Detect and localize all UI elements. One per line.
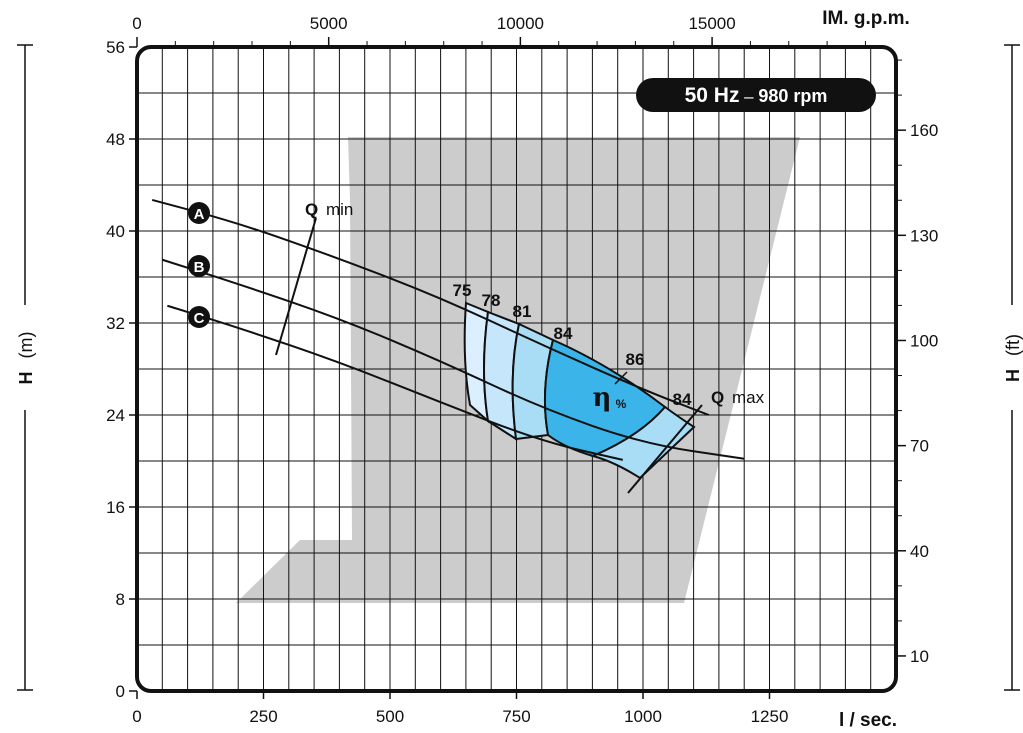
y-tick-label: 16	[106, 498, 125, 517]
q-max-label-text: max	[732, 388, 765, 407]
y-right-axis-unit-symbol: H	[1003, 369, 1023, 382]
svg-text:H (ft): H (ft)	[1003, 334, 1023, 382]
q-min-label: Q min	[305, 200, 353, 219]
y-right-tick-label: 40	[910, 542, 929, 561]
y-tick-label: 8	[116, 590, 125, 609]
efficiency-label-78: 78	[482, 291, 501, 310]
x-axis-ticks: 0 250 500 750 1000 1250	[132, 691, 788, 726]
svg-text:H (m): H (m)	[16, 332, 36, 385]
efficiency-label-84: 84	[554, 324, 573, 343]
efficiency-symbol: η %	[593, 383, 627, 413]
x-top-axis-ticks: 0 5000 10000 15000	[132, 14, 866, 47]
svg-text:50 Hz – 980 rpm: 50 Hz – 980 rpm	[685, 84, 828, 107]
x-top-axis-unit: IM. g.p.m.	[822, 8, 910, 29]
y-tick-label: 48	[106, 130, 125, 149]
x-axis-unit: l / sec.	[839, 710, 897, 731]
chart-grid	[137, 47, 896, 691]
x-tick-label: 250	[249, 707, 277, 726]
curve-marker-a-label: A	[194, 206, 205, 223]
speed-badge: 50 Hz – 980 rpm	[636, 78, 876, 112]
x-top-tick-label: 10000	[497, 14, 544, 33]
y-axis-ticks: 0 8 16 24 32 40 48 56	[106, 38, 137, 701]
curve-marker-c-label: C	[194, 310, 205, 327]
x-top-tick-label: 0	[132, 14, 141, 33]
badge-separator: –	[739, 87, 758, 106]
curve-marker-c: C	[188, 306, 210, 328]
y-axis-unit: H (m)	[16, 44, 36, 691]
q-min-label-bold: Q	[305, 200, 318, 219]
y-tick-label: 0	[116, 682, 125, 701]
y-tick-label: 32	[106, 314, 125, 333]
y-right-tick-label: 10	[910, 647, 929, 666]
y-right-tick-label: 160	[910, 121, 938, 140]
y-tick-label: 56	[106, 38, 125, 57]
y-axis-unit-symbol: H	[16, 372, 36, 385]
efficiency-label-84-right: 84	[673, 390, 692, 409]
x-top-tick-label: 5000	[310, 14, 348, 33]
efficiency-label-86: 86	[626, 350, 645, 369]
q-max-label: Q max	[711, 388, 765, 407]
y-right-tick-label: 70	[910, 437, 929, 456]
q-max-label-bold: Q	[711, 388, 724, 407]
x-tick-label: 1000	[624, 707, 662, 726]
y-tick-label: 40	[106, 222, 125, 241]
y-right-axis-ticks: 10 40 70 100 130 160	[896, 59, 938, 666]
q-min-label-text: min	[326, 200, 353, 219]
efficiency-band-84-max	[589, 405, 696, 480]
x-tick-label: 750	[502, 707, 530, 726]
x-tick-label: 1250	[751, 707, 789, 726]
q-max-line	[627, 404, 703, 494]
x-top-tick-label: 15000	[688, 14, 735, 33]
efficiency-label-81: 81	[513, 302, 532, 321]
curve-b	[161, 258, 745, 460]
curve-marker-a: A	[188, 202, 210, 224]
y-right-axis-unit-suffix: (ft)	[1003, 334, 1023, 356]
q-min-line	[275, 217, 317, 356]
y-axis-unit-suffix: (m)	[16, 332, 36, 359]
curve-marker-b-label: B	[194, 259, 205, 276]
x-tick-label: 0	[132, 707, 141, 726]
y-right-axis-unit: H (ft)	[1003, 44, 1023, 691]
badge-frequency: 50 Hz	[685, 84, 740, 107]
y-tick-label: 24	[106, 406, 125, 425]
eta-symbol: η	[593, 383, 612, 413]
x-tick-label: 500	[376, 707, 404, 726]
efficiency-region	[463, 301, 696, 480]
efficiency-label-75: 75	[453, 281, 472, 300]
badge-speed: 980 rpm	[758, 86, 827, 106]
efficiency-86-leader	[614, 371, 628, 385]
y-right-tick-label: 130	[910, 226, 938, 245]
y-right-tick-label: 100	[910, 331, 938, 350]
curve-marker-b: B	[188, 255, 210, 277]
eta-unit: %	[616, 397, 627, 411]
